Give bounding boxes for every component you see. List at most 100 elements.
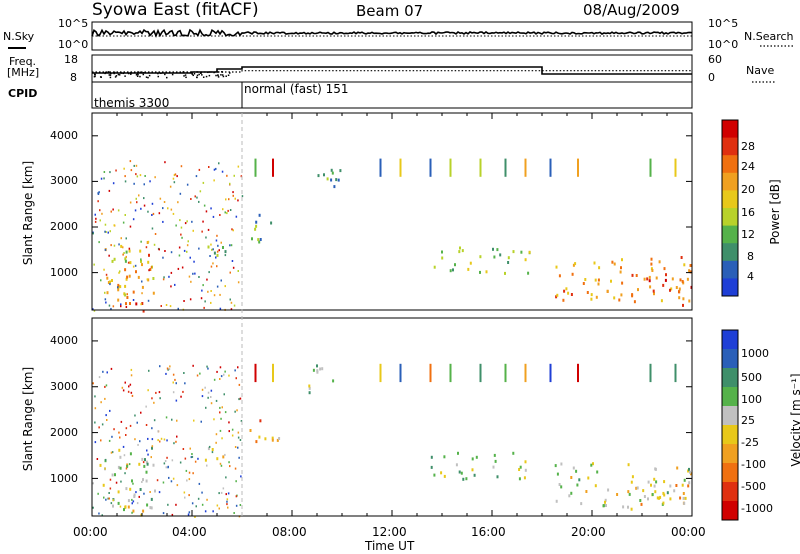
power-cell xyxy=(150,266,153,269)
power-cell xyxy=(147,260,150,264)
velocity-cell xyxy=(319,367,322,371)
velocity-cell xyxy=(519,465,522,469)
xtick-2400: 00:00 xyxy=(671,525,706,539)
frequency-sample xyxy=(202,76,205,78)
power-cell xyxy=(189,298,192,301)
velocity-cell xyxy=(653,477,656,481)
frequency-sample xyxy=(99,76,102,78)
velocity-cell xyxy=(642,489,645,493)
velocity-cell xyxy=(512,451,515,455)
power-cell xyxy=(129,261,132,265)
power-cell xyxy=(597,282,600,286)
frequency-sample xyxy=(164,73,166,76)
velocity-cell xyxy=(208,445,211,448)
power-cell xyxy=(177,307,179,310)
velocity-cell xyxy=(234,446,237,448)
power-ytick-2000: 2000 xyxy=(50,220,78,233)
freq-tick-8: 8 xyxy=(70,71,77,84)
frequency-sample xyxy=(215,74,217,77)
velocity-cell xyxy=(630,480,633,484)
velocity-cell xyxy=(524,460,527,464)
power-cell xyxy=(124,180,127,183)
power-cell xyxy=(479,255,482,259)
power-cell xyxy=(120,237,122,240)
velocity-cell xyxy=(458,470,461,474)
frequency-sample xyxy=(201,74,203,76)
velocity-cell xyxy=(179,461,182,464)
power-cell xyxy=(170,251,173,254)
power-cell xyxy=(229,298,231,301)
velocity-cell xyxy=(113,428,115,431)
velocity-cell xyxy=(654,490,657,494)
power-cell xyxy=(135,164,138,167)
power-cell xyxy=(207,228,210,231)
velocity-cell xyxy=(114,473,116,477)
velocity-cell xyxy=(120,420,123,423)
power-cell xyxy=(507,261,510,264)
power-streak xyxy=(399,158,402,177)
power-cell xyxy=(123,252,125,254)
velocity-colorbar-segment xyxy=(722,368,738,388)
velocity-cell xyxy=(172,381,174,384)
power-cell xyxy=(643,277,646,281)
velocity-cell xyxy=(146,449,148,452)
power-cell xyxy=(499,253,502,257)
velocity-cell xyxy=(139,488,142,491)
power-cell xyxy=(454,263,456,267)
velocity-cell xyxy=(145,460,148,464)
power-cell xyxy=(170,285,172,288)
power-cell xyxy=(141,302,144,305)
cpid-panel-frame xyxy=(91,81,693,109)
velocity-cell xyxy=(494,459,497,463)
power-cell xyxy=(232,194,234,197)
power-cell xyxy=(117,283,120,287)
power-colorbar-segment xyxy=(722,172,738,191)
power-cell xyxy=(232,191,234,194)
station-title: Syowa East (fitACF) xyxy=(92,0,259,20)
power-cell xyxy=(212,215,215,218)
power-cell xyxy=(198,247,200,250)
power-cell xyxy=(330,168,333,172)
velocity-cell xyxy=(195,505,197,508)
power-cell xyxy=(194,272,196,275)
velocity-cell xyxy=(150,497,153,501)
velocity-cell xyxy=(462,477,465,481)
velocity-cell xyxy=(211,448,214,451)
power-cell xyxy=(135,197,137,200)
frequency-sample xyxy=(222,75,225,78)
velocity-cell xyxy=(147,453,149,456)
power-cell xyxy=(251,237,253,241)
velocity-cell xyxy=(213,418,215,421)
power-cell xyxy=(147,210,149,213)
frequency-sample xyxy=(160,72,162,75)
frequency-sample xyxy=(213,71,215,74)
power-cell xyxy=(621,281,624,285)
power-cell xyxy=(218,162,220,165)
velocity-cell xyxy=(110,502,113,505)
velocity-cell xyxy=(443,455,446,459)
frequency-sample xyxy=(142,71,145,74)
power-cell xyxy=(93,263,95,266)
velocity-cell xyxy=(158,491,161,494)
frequency-sample xyxy=(113,72,115,75)
power-cell xyxy=(124,214,126,216)
power-cell xyxy=(129,201,132,204)
velocity-cell xyxy=(206,464,208,467)
power-cell xyxy=(660,299,663,303)
power-cell xyxy=(162,256,164,259)
frequency-sample xyxy=(124,75,126,77)
beam-title: Beam 07 xyxy=(356,2,424,20)
velocity-cell xyxy=(211,451,214,454)
power-cell xyxy=(99,219,101,222)
velocity-cell xyxy=(580,502,583,506)
power-cell xyxy=(219,293,221,296)
power-cell xyxy=(107,231,109,234)
power-colorbar-segment xyxy=(722,137,738,156)
velocity-colorbar-frame xyxy=(721,329,739,521)
power-cell xyxy=(680,256,683,259)
velocity-streak xyxy=(577,363,579,383)
velocity-cell xyxy=(640,502,643,506)
power-cell xyxy=(108,304,111,307)
power-cell xyxy=(178,246,181,249)
